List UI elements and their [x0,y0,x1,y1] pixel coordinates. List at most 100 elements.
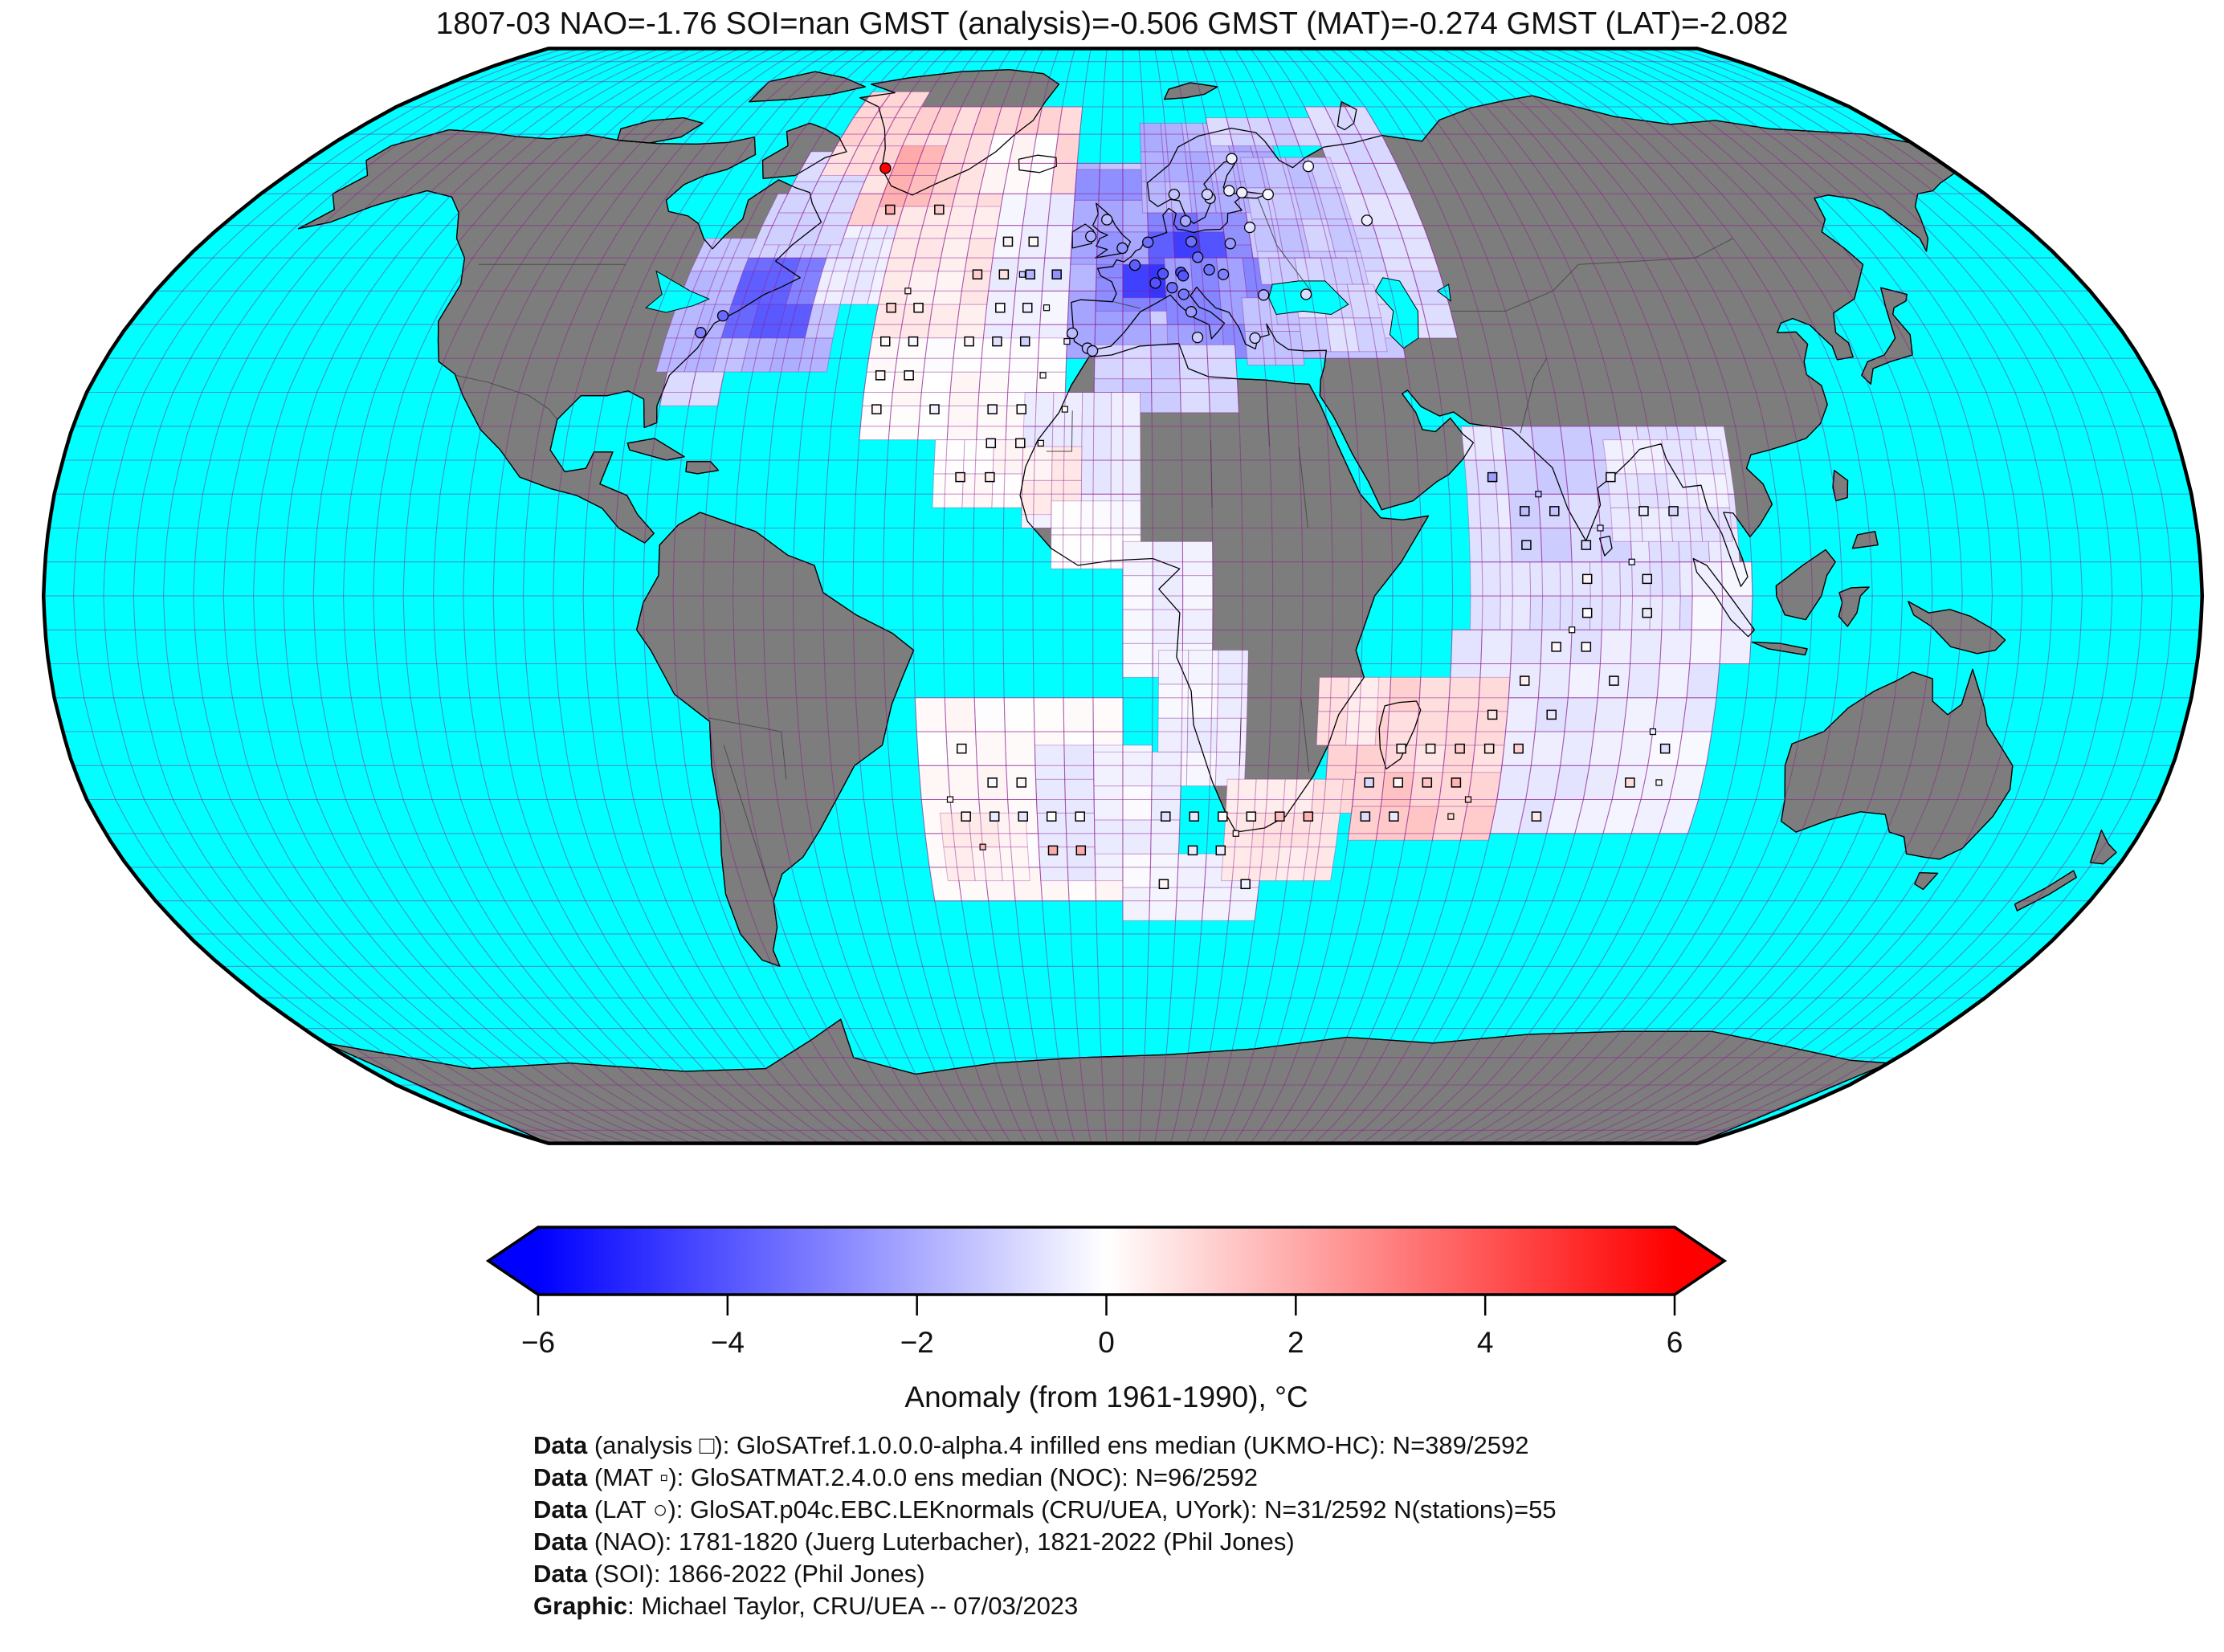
analysis-marker-icon [1232,830,1239,837]
anomaly-cell [1021,479,1053,516]
anomaly-cell [1610,507,1643,542]
anomaly-cell [1622,697,1658,732]
mat-marker-icon [1240,879,1251,890]
anomaly-cell [1560,731,1595,766]
meridian-line [522,48,804,1144]
anomaly-cell [688,371,725,406]
anomaly-cell [894,91,932,119]
meridian-line [1553,48,1933,1144]
anomaly-cell [1175,887,1206,921]
coastline-cuba [626,438,685,461]
coastline-luzon [1832,470,1849,502]
meridian-line [972,48,1044,1144]
lat-station-icon [1128,259,1141,271]
anomaly-cell [1092,697,1124,732]
lat-station-icon [1116,242,1128,255]
anomaly-cell [1630,629,1663,664]
analysis-marker-icon [1597,524,1604,532]
anomaly-cell [975,731,1007,766]
anomaly-cell [1122,853,1152,888]
analysis-markers-layer [904,271,1663,850]
anomaly-cell [1051,162,1078,194]
coastline-iceland [1018,154,1057,173]
anomaly-cell [1720,561,1753,597]
meridian-line [1649,48,2113,1144]
country-borders-layer [455,197,1734,901]
lat-station-icon [1142,236,1154,248]
anomaly-cell [1599,629,1633,664]
data-credits: Data (analysis □): GloSATref.1.0.0.0-alp… [533,1430,1557,1622]
anomaly-cell [1227,887,1259,921]
anomaly-cell [1567,663,1602,699]
analysis-marker-icon [1063,338,1071,345]
anomaly-cell [1659,629,1692,664]
country-border [1210,439,1213,508]
mat-marker-icon [1364,777,1374,788]
mat-marker-icon [987,404,998,414]
anomaly-cell [1037,337,1068,373]
meridian-line [1282,48,1423,1144]
mat-marker-icon [1051,269,1062,279]
meridian-line [342,48,708,1144]
mat-marker-icon [1581,540,1592,550]
footer-line-soi: Data (SOI): 1866-2022 (Phil Jones) [533,1560,925,1588]
mat-marker-icon [995,302,1006,313]
colorbar-tick-label: 6 [1667,1326,1683,1359]
anomaly-cell [888,405,921,441]
meridian-line [822,48,964,1144]
mat-marker-icon [1275,811,1285,822]
anomaly-cell [1649,595,1681,630]
meridian-line [1062,48,1092,1144]
anomaly-cell [1093,344,1124,380]
anomaly-cell [1346,283,1382,319]
anomaly-cell [971,846,1003,882]
mat-marker-icon [908,336,919,347]
anomaly-cell [1402,238,1440,272]
meridian-line [1138,48,1153,1144]
anomaly-cell [1287,117,1322,147]
anomaly-cell [927,304,961,339]
mat-marker-icon [1422,777,1433,788]
mat-marker-icon [871,404,882,414]
anomaly-cell [1496,765,1532,800]
anomaly-cell [1353,317,1388,353]
anomaly-cell [1151,378,1181,414]
anomaly-cell [1122,575,1153,610]
analysis-marker-icon [1535,491,1542,498]
meridian-line [252,48,661,1144]
lat-station-icon [1201,188,1214,201]
lat-stations-layer [695,153,1373,357]
anomaly-cell [923,337,957,373]
mat-marker-icon [934,204,945,215]
anomaly-cell [1247,846,1280,882]
lat-station-icon [1101,214,1113,226]
meridian-line [193,48,629,1144]
graticule-layer [43,48,2202,1144]
meridian-line [373,48,724,1144]
anomaly-cell [1695,473,1731,508]
anomaly-cell [943,846,976,882]
anomaly-cell [1618,731,1654,766]
anomaly-cell [1081,426,1112,461]
anomaly-cell [1063,697,1094,732]
anomaly-cell [920,371,953,406]
lat-station-icon [1177,288,1190,300]
mat-marker-icon [1002,236,1014,247]
mat-marker-icon [985,438,997,449]
lat-station-icon [1262,188,1274,201]
mat-marker-icon [1158,879,1169,890]
anomaly-cell [1282,778,1315,814]
anomaly-cell [1178,344,1210,380]
anomaly-cell [1150,819,1181,855]
anomaly-cell [1477,676,1511,712]
coastline-svalbard [1163,82,1218,100]
anomaly-cell [1469,595,1501,630]
anomaly-cell [1177,853,1207,888]
anomaly-cell [1190,257,1220,292]
anomaly-cell [1206,344,1238,380]
mat-marker-icon [1668,506,1679,516]
lat-station-icon [1085,230,1097,243]
meridian-line [672,48,884,1144]
country-border [1239,718,1242,766]
meridian-line [1002,48,1060,1144]
